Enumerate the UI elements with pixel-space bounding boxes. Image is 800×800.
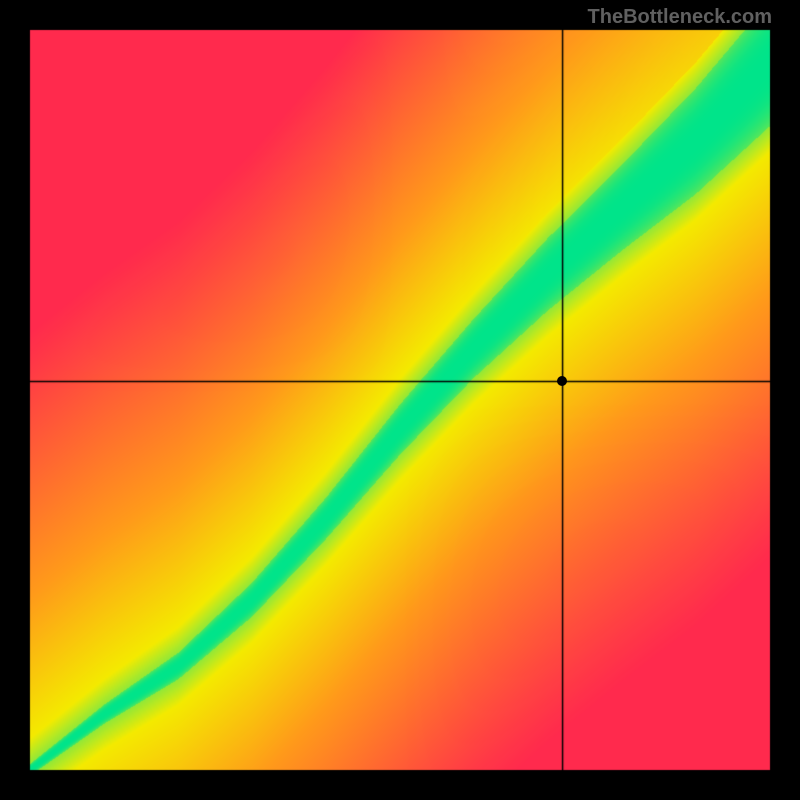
data-point-marker	[557, 376, 567, 386]
watermark-text: TheBottleneck.com	[588, 6, 772, 29]
heatmap-canvas	[0, 0, 800, 800]
chart-container: TheBottleneck.com	[0, 0, 800, 800]
